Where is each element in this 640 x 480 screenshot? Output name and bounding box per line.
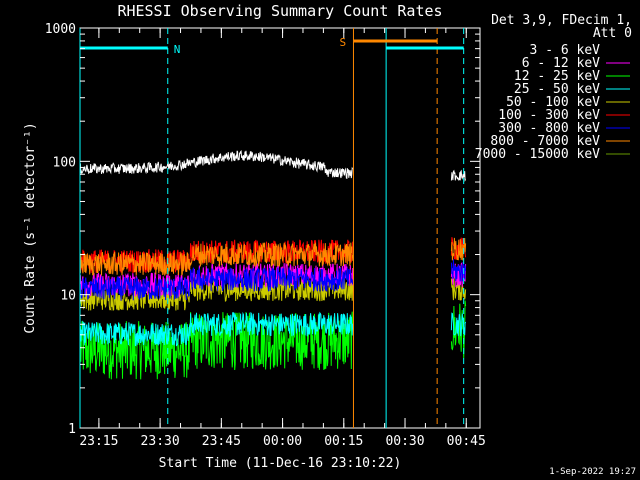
x-tick-label: 23:45: [202, 434, 241, 449]
series-trace-12-25keV: [79, 311, 354, 380]
legend-label: 12 - 25 keV: [514, 69, 600, 84]
legend-label: 25 - 50 keV: [514, 82, 600, 97]
legend-header-line-2: Att 0: [593, 26, 632, 41]
legend-label: 100 - 300 keV: [498, 108, 600, 123]
chart-title: RHESSI Observing Summary Count Rates: [117, 2, 442, 20]
series-trace-3-6keV: [450, 169, 467, 182]
series-trace-300-800keV: [79, 266, 354, 301]
y-axis-label: Count Rate (s⁻¹ detector⁻¹): [23, 122, 38, 333]
x-tick-label: 00:30: [385, 434, 424, 449]
y-axis: 1 10 100 1000: [45, 22, 480, 437]
series-trace-50-100keV: [450, 277, 467, 301]
plot-area: NS: [79, 27, 481, 429]
x-tick-label: 23:30: [141, 434, 180, 449]
series-trace-25-50keV: [79, 311, 354, 347]
series-trace-800-7000keV: [79, 241, 354, 277]
legend-label: 300 - 800 keV: [498, 121, 600, 136]
y-tick-label: 100: [53, 155, 76, 170]
x-tick-label: 00:15: [324, 434, 363, 449]
generated-timestamp: 1-Sep-2022 19:27: [549, 467, 636, 477]
flag-label: N: [174, 43, 181, 56]
x-tick-label: 00:00: [263, 434, 302, 449]
series-trace-50-100keV: [79, 276, 354, 311]
x-axis-label: Start Time (11-Dec-16 23:10:22): [159, 456, 402, 471]
y-tick-label: 1000: [45, 22, 76, 37]
legend-label: 3 - 6 keV: [530, 43, 601, 58]
y-tick-label: 1: [68, 422, 76, 437]
legend-label: 800 - 7000 keV: [490, 134, 600, 149]
legend-label: 6 - 12 keV: [522, 56, 600, 71]
y-tick-label: 10: [60, 289, 76, 304]
legend-header-line-1: Det 3,9, FDecim 1,: [491, 13, 632, 28]
x-tick-label: 00:45: [447, 434, 486, 449]
series-trace-3-6keV: [79, 149, 354, 180]
flag-label: S: [339, 36, 346, 49]
x-axis: 23:15 23:30 23:45 00:00 00:15 00:30 00:45: [79, 28, 486, 449]
x-tick-label: 23:15: [79, 434, 118, 449]
legend-label: 7000 - 15000 keV: [475, 147, 600, 162]
legend-label: 50 - 100 keV: [506, 95, 600, 110]
